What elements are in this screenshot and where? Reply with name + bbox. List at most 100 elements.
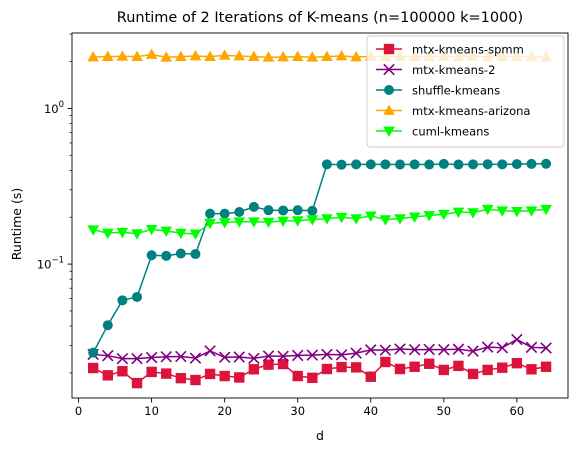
data-point-shuffle-kmeans-29 — [511, 159, 522, 170]
data-point-mtx-kmeans-2-16 — [321, 348, 333, 361]
series-shuffle-kmeans — [88, 158, 552, 358]
data-point-mtx-kmeans-spmm-25 — [453, 360, 464, 372]
data-point-cuml-kmeans-30 — [525, 206, 538, 217]
data-point-shuffle-kmeans-20 — [380, 159, 391, 170]
y-tick-label-1: 100 — [44, 100, 64, 116]
y-axis-label: Runtime (s) — [9, 188, 24, 260]
data-point-mtx-kmeans-spmm-5 — [161, 368, 172, 379]
data-point-mtx-kmeans-spmm-29 — [511, 357, 523, 369]
data-point-mtx-kmeans-arizona-7 — [189, 50, 202, 61]
data-point-cuml-kmeans-11 — [248, 217, 260, 228]
data-point-mtx-kmeans-2-26 — [467, 345, 479, 357]
data-point-shuffle-kmeans-15 — [307, 205, 318, 216]
data-point-mtx-kmeans-2-13 — [277, 350, 289, 362]
data-point-mtx-kmeans-2-30 — [525, 341, 538, 354]
data-point-mtx-kmeans-2-4 — [145, 351, 158, 364]
data-point-cuml-kmeans-20 — [379, 215, 392, 226]
legend: mtx-kmeans-spmm mtx-kmeans-2 shuffle-kmean… — [366, 35, 565, 148]
data-point-mtx-kmeans-2-22 — [408, 343, 421, 356]
data-point-cuml-kmeans-29 — [511, 206, 523, 218]
data-point-mtx-kmeans-arizona-3 — [131, 50, 143, 62]
data-point-cuml-kmeans-7 — [189, 229, 202, 241]
data-point-mtx-kmeans-arizona-2 — [116, 50, 129, 61]
data-point-mtx-kmeans-2-9 — [218, 351, 231, 364]
data-point-mtx-kmeans-2-19 — [365, 344, 377, 356]
legend-entry-shuffle-kmeans: shuffle-kmeans — [376, 83, 500, 97]
data-point-mtx-kmeans-spmm-23 — [424, 358, 435, 369]
data-point-mtx-kmeans-spmm-22 — [409, 361, 420, 372]
data-point-mtx-kmeans-2-2 — [116, 352, 129, 365]
data-point-mtx-kmeans-2-15 — [306, 349, 319, 361]
data-point-shuffle-kmeans-2 — [117, 295, 128, 306]
data-point-mtx-kmeans-spmm-20 — [380, 356, 391, 368]
axes: 0 10 20 30 40 50 60 10−1 100 — [37, 32, 569, 418]
data-point-mtx-kmeans-2-23 — [423, 343, 435, 356]
data-point-cuml-kmeans-6 — [175, 228, 187, 240]
data-point-mtx-kmeans-spmm-16 — [321, 363, 333, 375]
data-point-mtx-kmeans-arizona-18 — [350, 50, 362, 62]
x-tick-label-1: 10 — [144, 404, 159, 418]
data-point-shuffle-kmeans-7 — [190, 249, 201, 260]
data-point-mtx-kmeans-arizona-6 — [175, 50, 187, 62]
data-point-shuffle-kmeans-10 — [234, 207, 245, 218]
data-point-mtx-kmeans-spmm-9 — [219, 370, 230, 382]
x-axis-label: d — [316, 428, 324, 443]
data-point-shuffle-kmeans-27 — [482, 159, 493, 170]
data-point-mtx-kmeans-2-21 — [394, 343, 406, 355]
legend-entry-mtx-kmeans-arizona: mtx-kmeans-arizona — [376, 104, 530, 118]
data-point-shuffle-kmeans-28 — [497, 159, 508, 170]
x-tick-label-5: 50 — [436, 404, 451, 418]
data-point-cuml-kmeans-14 — [291, 216, 304, 227]
data-point-cuml-kmeans-21 — [394, 214, 406, 225]
x-tick-label-4: 40 — [363, 404, 378, 418]
series-mtx-kmeans-2 — [87, 333, 552, 365]
data-point-mtx-kmeans-2-29 — [511, 333, 523, 346]
data-point-mtx-kmeans-spmm-27 — [482, 364, 493, 376]
data-point-mtx-kmeans-spmm-11 — [248, 364, 260, 375]
data-point-shuffle-kmeans-22 — [409, 159, 420, 170]
data-point-cuml-kmeans-13 — [277, 216, 289, 228]
series-mtx-kmeans-spmm — [87, 356, 552, 389]
data-point-cuml-kmeans-18 — [350, 214, 362, 225]
chart-title: Runtime of 2 Iterations of K-means (n=10… — [117, 10, 523, 26]
data-point-mtx-kmeans-arizona-0 — [87, 50, 99, 62]
series-line-mtx-kmeans-2 — [93, 338, 547, 360]
x-tick-label-0: 0 — [75, 404, 82, 418]
data-point-mtx-kmeans-2-8 — [204, 345, 216, 357]
data-point-shuffle-kmeans-9 — [219, 208, 230, 219]
data-point-cuml-kmeans-28 — [496, 206, 509, 217]
data-point-cuml-kmeans-9 — [218, 218, 231, 229]
legend-entry-mtx-kmeans-spmm: mtx-kmeans-spmm — [376, 42, 524, 56]
data-point-mtx-kmeans-spmm-19 — [365, 371, 376, 382]
data-point-shuffle-kmeans-11 — [248, 201, 259, 212]
legend-marker-mtx-kmeans-2 — [383, 63, 395, 76]
legend-label-mtx-kmeans-arizona: mtx-kmeans-arizona — [412, 104, 530, 118]
data-point-mtx-kmeans-2-11 — [248, 352, 260, 365]
legend-label-mtx-kmeans-spmm: mtx-kmeans-spmm — [412, 42, 524, 56]
data-point-mtx-kmeans-spmm-15 — [307, 372, 318, 384]
data-point-cuml-kmeans-5 — [160, 226, 173, 238]
data-point-mtx-kmeans-2-3 — [131, 352, 143, 365]
data-point-mtx-kmeans-2-1 — [102, 349, 114, 362]
data-point-mtx-kmeans-spmm-10 — [234, 372, 245, 383]
data-point-shuffle-kmeans-1 — [102, 320, 113, 331]
legend-marker-cuml-kmeans — [383, 126, 395, 137]
data-point-cuml-kmeans-27 — [481, 204, 494, 216]
data-point-mtx-kmeans-spmm-6 — [175, 372, 187, 384]
data-point-mtx-kmeans-arizona-15 — [306, 51, 319, 62]
data-point-mtx-kmeans-2-5 — [160, 350, 172, 363]
data-point-cuml-kmeans-26 — [467, 208, 479, 219]
data-point-cuml-kmeans-25 — [452, 207, 465, 219]
legend-label-cuml-kmeans: cuml-kmeans — [412, 124, 489, 138]
axes-frame — [71, 32, 569, 399]
data-point-mtx-kmeans-arizona-8 — [204, 50, 216, 62]
data-point-cuml-kmeans-10 — [233, 217, 246, 228]
data-point-cuml-kmeans-24 — [438, 209, 450, 221]
data-point-shuffle-kmeans-17 — [336, 159, 347, 170]
data-point-mtx-kmeans-2-20 — [379, 344, 392, 356]
legend-box — [366, 35, 565, 148]
data-point-mtx-kmeans-spmm-8 — [204, 368, 216, 380]
data-point-shuffle-kmeans-30 — [526, 158, 537, 169]
data-point-cuml-kmeans-31 — [540, 204, 552, 216]
data-point-cuml-kmeans-8 — [204, 218, 216, 230]
